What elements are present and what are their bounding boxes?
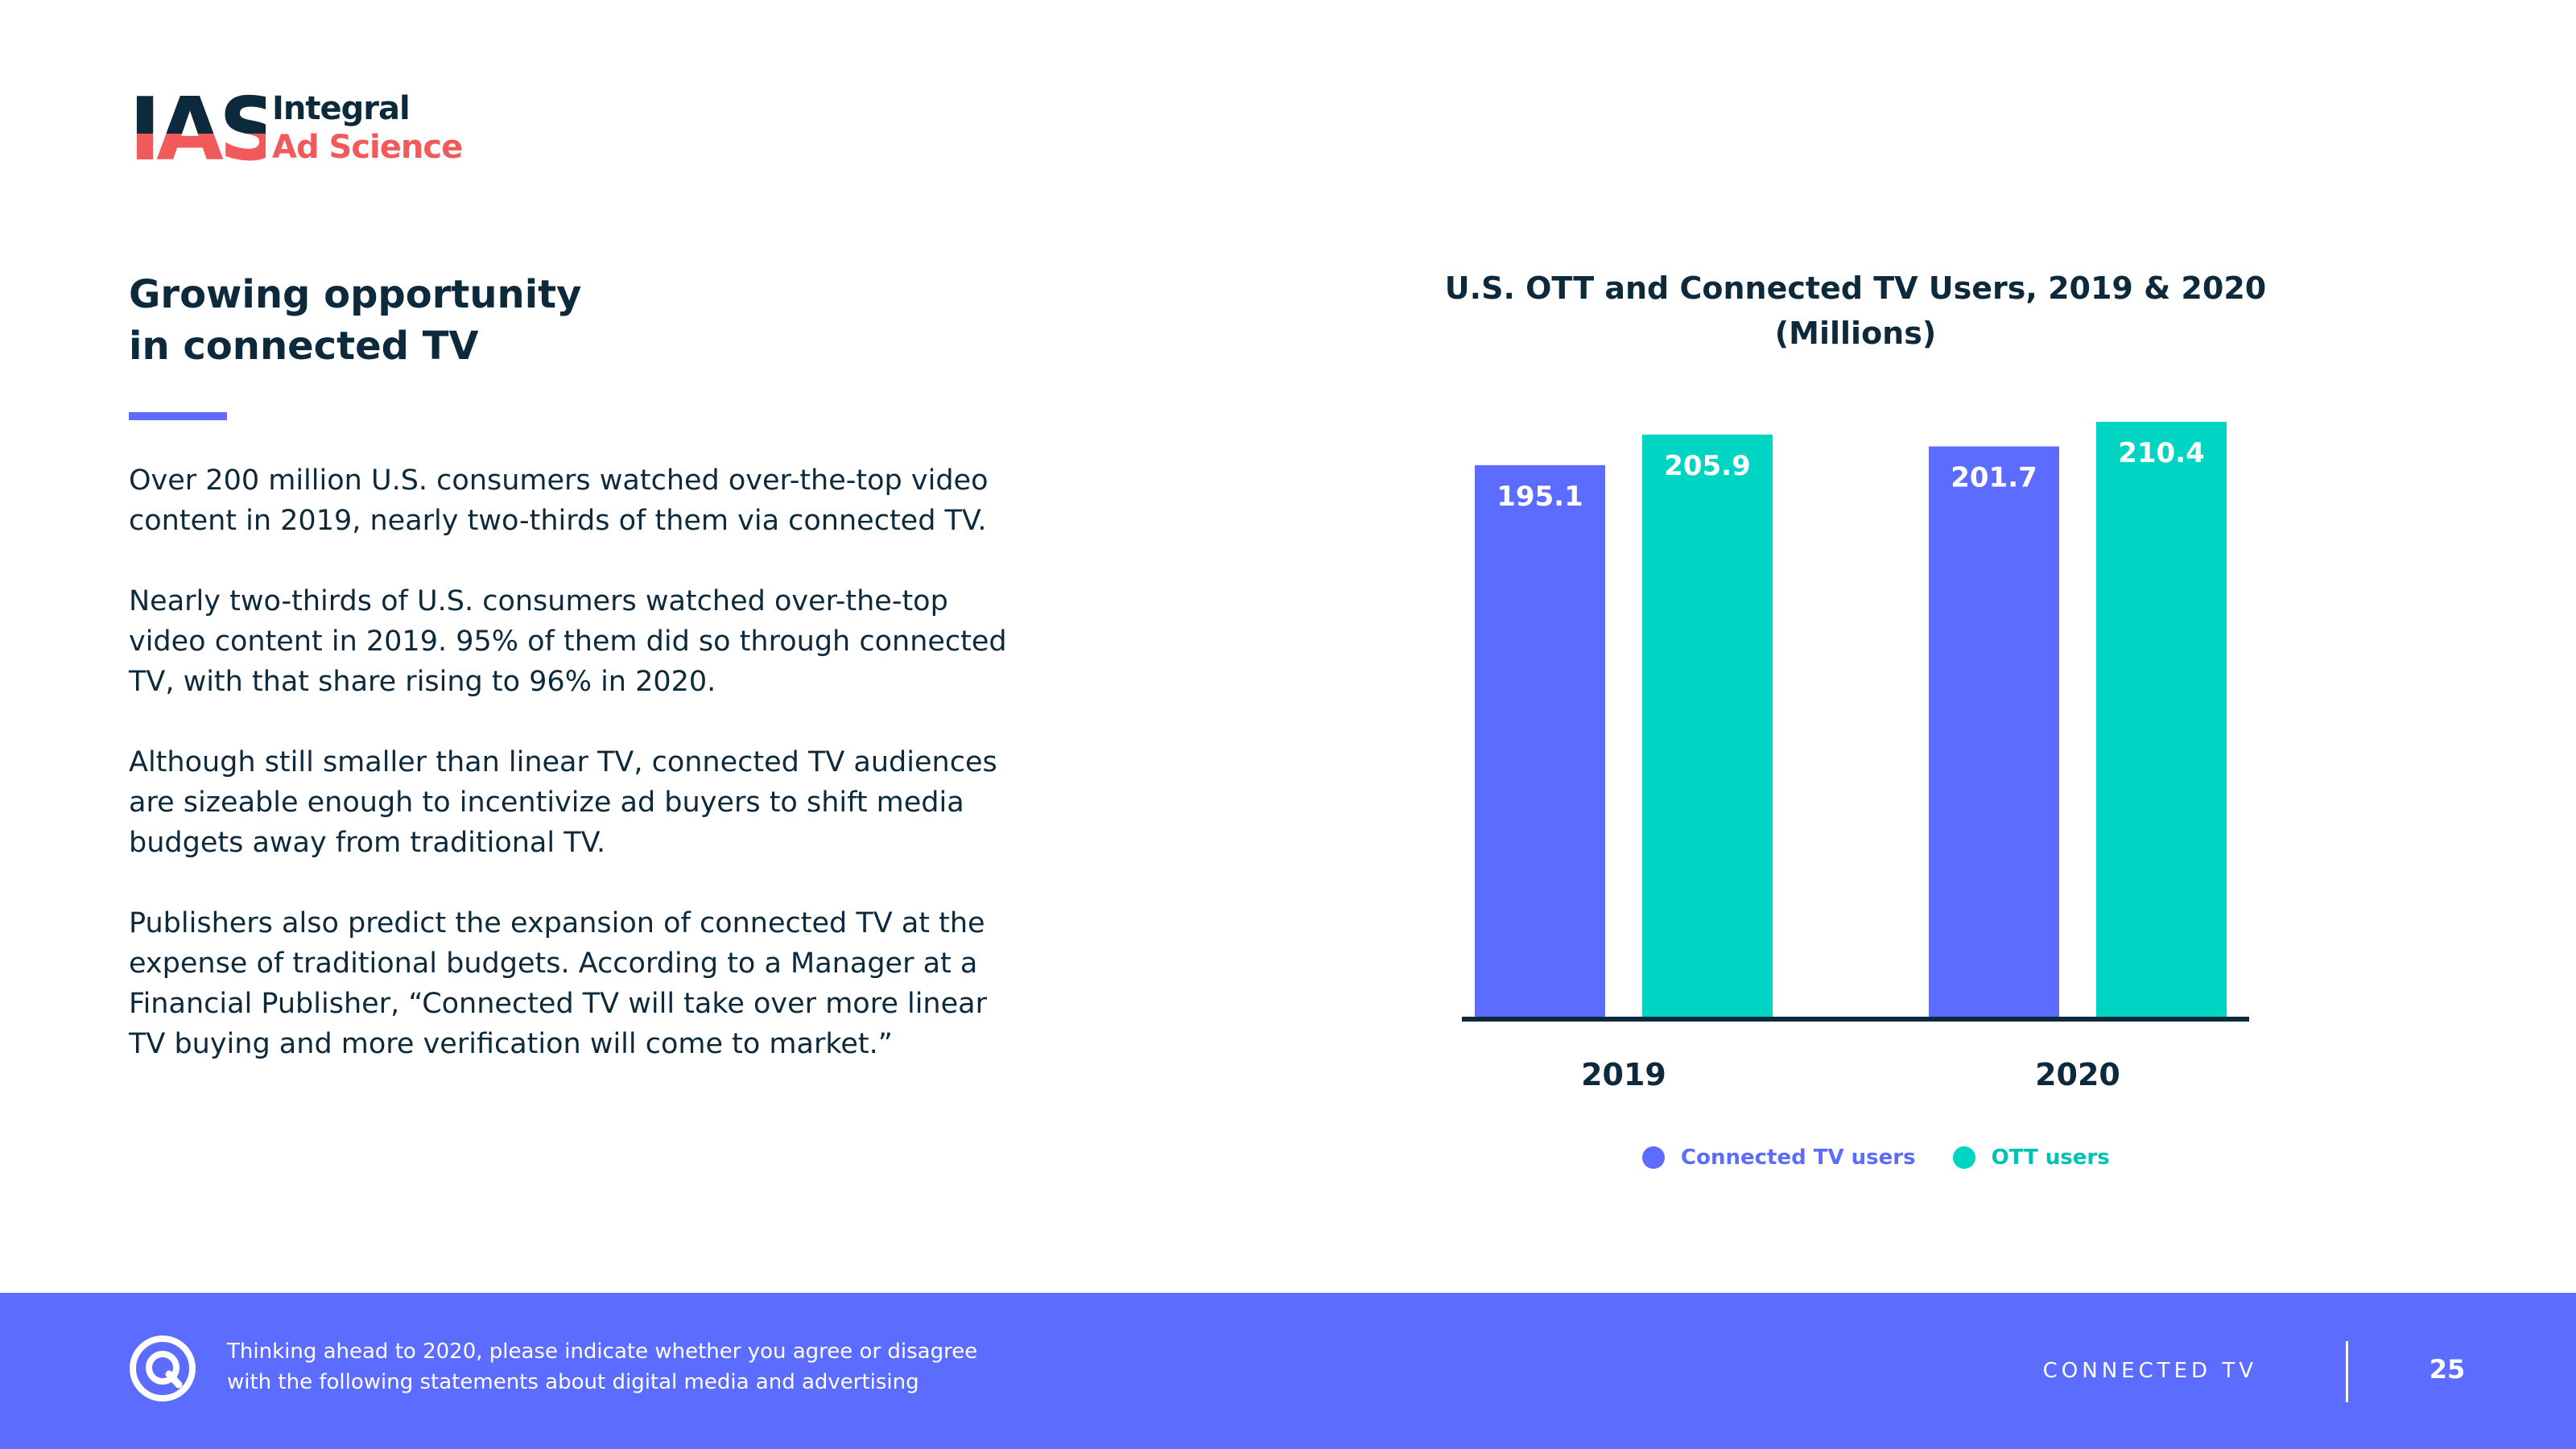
page-number: 25 xyxy=(2429,1354,2466,1385)
survey-question-note: Thinking ahead to 2020, please indicate … xyxy=(227,1336,1032,1397)
bar-connected-tv-users-2019 xyxy=(1475,464,1605,1018)
x-tick-label-2019: 2019 xyxy=(1581,1057,1666,1092)
legend-label-ott: OTT users xyxy=(1991,1146,2110,1170)
value-label-connected-tv-users-2020: 201.7 xyxy=(1951,462,2037,494)
legend-item-connected-tv: Connected TV users xyxy=(1642,1146,1916,1170)
x-tick-label-2020: 2020 xyxy=(2035,1057,2120,1092)
legend-item-ott: OTT users xyxy=(1952,1146,2110,1170)
legend-dot-ott xyxy=(1952,1146,1975,1169)
question-bubble-icon xyxy=(130,1335,196,1402)
body-paragraph-1: Over 200 million U.S. consumers watched … xyxy=(129,464,989,537)
survey-question-line-1: Thinking ahead to 2020, please indicate … xyxy=(227,1340,978,1364)
body-paragraph-3: Although still smaller than linear TV, c… xyxy=(129,746,997,859)
legend-dot-connected-tv xyxy=(1642,1146,1665,1169)
logo-word-ad-science: Ad Science xyxy=(272,129,462,164)
accent-rule xyxy=(129,412,227,420)
ias-logo-mark: IAS IAS Integral Ad Science xyxy=(129,84,463,164)
logo-letters-bottom: IAS xyxy=(129,84,277,164)
value-label-ott-users-2020: 210.4 xyxy=(2118,437,2205,469)
survey-question-line-2: with the following statements about digi… xyxy=(227,1370,919,1394)
bar-chart: 195.1 205.9 2019 201.7 210.4 2020 xyxy=(1462,422,2249,1092)
legend-label-connected-tv: Connected TV users xyxy=(1681,1146,1916,1170)
body-paragraph-4: Publishers also predict the expansion of… xyxy=(129,907,987,1060)
page-title-line-1: Growing opportunity xyxy=(129,272,582,317)
value-label-ott-users-2019: 205.9 xyxy=(1664,450,1751,482)
chart-legend: Connected TV users OTT users xyxy=(1642,1141,2147,1174)
section-label: CONNECTED TV xyxy=(2042,1359,2257,1383)
bar-connected-tv-users-2020 xyxy=(1929,446,2059,1018)
page-title-line-2: in connected TV xyxy=(129,324,479,369)
bar-ott-users-2019 xyxy=(1642,434,1773,1018)
value-label-connected-tv-users-2019: 195.1 xyxy=(1496,481,1583,513)
footer-bar: Thinking ahead to 2020, please indicate … xyxy=(0,1293,2576,1449)
chart-title: U.S. OTT and Connected TV Users, 2019 & … xyxy=(1368,266,2343,356)
logo-word-integral: Integral xyxy=(272,90,410,127)
chart-title-line-1: U.S. OTT and Connected TV Users, 2019 & … xyxy=(1444,270,2267,306)
logo-letters-top: IAS xyxy=(129,84,277,164)
ias-logo: IAS IAS Integral Ad Science xyxy=(129,84,483,164)
bar-ott-users-2020 xyxy=(2096,422,2227,1018)
footer-divider xyxy=(2346,1341,2348,1402)
body-copy: Over 200 million U.S. consumers watched … xyxy=(129,460,1030,1104)
body-paragraph-2: Nearly two-thirds of U.S. consumers watc… xyxy=(129,585,1007,698)
chart-title-line-2: (Millions) xyxy=(1774,316,1937,351)
page-title: Growing opportunity in connected TV xyxy=(129,269,853,372)
